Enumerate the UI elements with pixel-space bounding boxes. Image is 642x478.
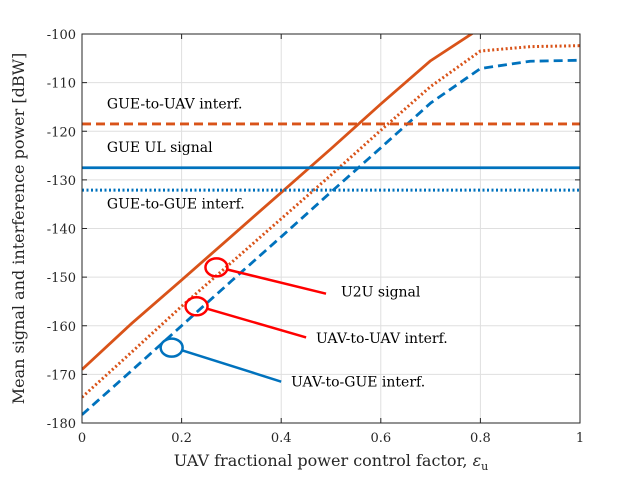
y-tick-label: -180 [47, 417, 76, 432]
annotation-label: GUE-to-GUE interf. [107, 197, 245, 213]
annotation-pointer [225, 268, 327, 295]
annotation-pointer [180, 348, 282, 383]
series-group [82, 34, 580, 416]
series-line-2 [82, 44, 580, 399]
annotation-circle [159, 337, 184, 358]
annotations: GUE-to-UAV interf. GUE UL signal GUE-to-GU… [107, 96, 448, 390]
x-tick-label: 1 [576, 431, 584, 446]
y-tick-label: -170 [47, 368, 76, 383]
x-axis-label-text: UAV fractional power control factor, [174, 451, 473, 470]
y-tick-label: -120 [47, 125, 76, 140]
annotation-label: U2U signal [341, 285, 421, 301]
annotation-circle [204, 257, 229, 278]
y-tick-label: -140 [47, 223, 76, 238]
x-tick-label: 0.8 [470, 431, 491, 446]
annotation-label: UAV-to-UAV interf. [316, 331, 448, 347]
x-tick-label: 0.6 [370, 431, 391, 446]
y-axis-label: Mean signal and interference power [dBW] [9, 53, 28, 405]
axes: 0 0.2 0.4 0.6 0.8 1 -180 -170 -160 -150 -140 -130 -1… [47, 28, 584, 446]
y-tick-label: -130 [47, 174, 76, 189]
y-tick-label: -150 [47, 271, 76, 286]
grid [81, 33, 581, 424]
y-tick-label: -100 [47, 28, 76, 43]
annotation-label: UAV-to-GUE interf. [291, 375, 425, 391]
y-tick-label: -110 [47, 77, 76, 92]
annotation-label: GUE-to-UAV interf. [107, 96, 243, 112]
annotation-pointer [205, 307, 307, 339]
series-line-1 [82, 34, 475, 371]
x-axis-label: UAV fractional power control factor, εu [174, 451, 489, 473]
annotation-label: GUE UL signal [107, 140, 213, 156]
y-tick-label: -160 [47, 320, 76, 335]
x-tick-label: 0 [78, 431, 86, 446]
x-axis-label-symbol: ε [473, 451, 482, 470]
x-tick-label: 0.2 [171, 431, 192, 446]
x-tick-label: 0.4 [271, 431, 292, 446]
x-axis-label-subscript: u [481, 460, 488, 473]
annotation-circle [184, 296, 209, 317]
